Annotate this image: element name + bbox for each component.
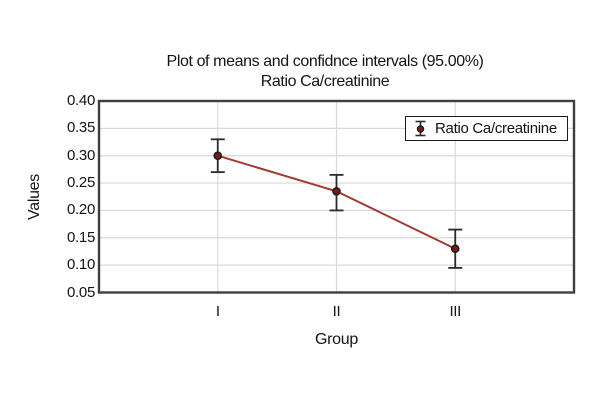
- data-point: [332, 186, 341, 196]
- data-point: [213, 151, 223, 161]
- data-point: [450, 244, 460, 254]
- y-tick-label: 0.15: [67, 228, 95, 246]
- y-tick-label: 0.25: [67, 174, 95, 192]
- y-tick-label: 0.35: [67, 119, 95, 137]
- y-tick-label: 0.40: [67, 92, 95, 109]
- chart-title: Plot of means and confidnce intervals (9…: [166, 53, 484, 70]
- x-axis-title: Group: [315, 331, 358, 348]
- y-tick-label: 0.05: [67, 283, 95, 301]
- legend-errorbar-icon: [415, 120, 426, 137]
- plot-frame: [97, 99, 576, 294]
- chart-title-block: Plot of means and confidnce intervals (9…: [25, 52, 600, 92]
- legend-box: Ratio Ca/creatinine: [405, 116, 568, 141]
- legend-label: Ratio Ca/creatinine: [435, 120, 557, 137]
- chart-subtitle: Ratio Ca/creatinine: [260, 73, 390, 90]
- x-tick-label: II: [332, 303, 341, 320]
- x-tick-label: I: [215, 303, 220, 320]
- y-tick-label: 0.20: [67, 201, 95, 219]
- legend-dot: [416, 125, 425, 133]
- x-tick-label: III: [449, 303, 462, 320]
- y-tick-label: 0.30: [67, 146, 95, 164]
- y-tick-label: 0.10: [67, 256, 95, 274]
